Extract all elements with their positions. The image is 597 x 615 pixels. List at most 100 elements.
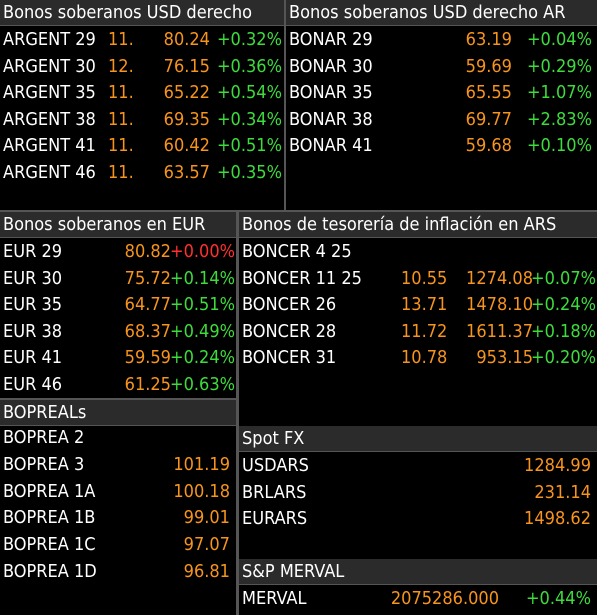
cell-name: EUR 29 [3,241,63,262]
list-item[interactable]: BOPREA 1D 96.81 [0,559,236,585]
cell-price: 69.35 [163,108,210,130]
list-item[interactable]: ARGENT 41 11. 60.42 +0.51% [0,133,284,159]
list-item[interactable]: EUR 46 61.25 +0.63% [0,372,236,398]
list-item[interactable]: BONCER 26 13.71 1478.10 +0.24% [239,292,597,318]
list-item[interactable]: EURARS 1498.62 [239,506,597,532]
list-item[interactable]: USDARS 1284.99 [239,453,597,479]
cell-price: 99.01 [183,507,230,529]
cell-chg: +0.20% [531,347,597,368]
panel-title: Bonos soberanos en EUR [0,212,236,238]
cell-yield: 10.78 [401,347,448,368]
cell-chg: +0.63% [170,373,236,395]
cell-price: 80.82 [124,241,171,262]
list-item[interactable]: MERVAL 2075286.000 +0.44% [239,586,597,612]
cell-name: BONCER 4 25 [242,241,352,262]
cell-name: EUR 38 [3,320,63,342]
divider [236,212,239,615]
cell-chg: +0.35% [216,161,282,183]
cell-chg: +0.51% [216,135,282,156]
cell-name: BONCER 26 [242,294,337,315]
cell-name: ARGENT 35 [3,82,96,103]
cell-chg: +0.14% [170,267,236,289]
list-item[interactable]: BONAR 38 69.77 +2.83% [286,107,597,133]
cell-name: ARGENT 41 [3,135,96,156]
cell-price: 1478.10 [466,294,533,315]
cell-price: 80.24 [163,29,210,50]
list-item[interactable]: BOPREA 1A 100.18 [0,479,236,505]
cell-price: 1611.37 [466,320,533,342]
list-item[interactable]: BOPREA 3 101.19 [0,452,236,478]
cell-mid: 12. [108,55,134,77]
cell-chg: +0.07% [531,267,597,289]
cell-chg: +0.51% [170,294,236,315]
cell-price: 64.77 [124,294,171,315]
list-item[interactable]: EUR 38 68.37 +0.49% [0,319,236,345]
cell-name: EURARS [242,508,308,529]
cell-price: 63.57 [163,161,210,183]
list-item[interactable]: BONCER 4 25 [239,239,597,265]
list-item[interactable]: BONCER 11 25 10.55 1274.08 +0.07% [239,266,597,292]
panel-title: Spot FX [239,426,597,452]
list-item[interactable]: BRLARS 231.14 [239,480,597,506]
list-item[interactable]: BONAR 35 65.55 +1.07% [286,80,597,106]
list-item[interactable]: ARGENT 46 11. 63.57 +0.35% [0,160,284,186]
cell-name: BONAR 30 [289,55,373,77]
cell-mid: 11. [108,161,134,183]
cell-name: BONCER 28 [242,320,337,342]
cell-name: MERVAL [242,588,307,609]
list-item[interactable]: EUR 35 64.77 +0.51% [0,292,236,318]
list-item[interactable]: ARGENT 29 11. 80.24 +0.32% [0,27,284,53]
list-item[interactable]: BONAR 29 63.19 +0.04% [286,27,597,53]
cell-chg: +0.18% [531,320,597,342]
list-item[interactable]: BOPREA 2 [0,425,236,451]
cell-price: 2075286.000 [390,588,499,609]
list-item[interactable]: BOPREA 1B 99.01 [0,505,236,531]
cell-chg: +0.00% [170,241,236,262]
cell-price: 97.07 [183,534,230,556]
cell-yield: 11.72 [401,320,448,342]
cell-price: 69.77 [465,108,512,130]
cell-price: 59.59 [124,347,171,368]
cell-chg: +0.24% [170,347,236,368]
list-item[interactable]: EUR 30 75.72 +0.14% [0,266,236,292]
cell-price: 1498.62 [524,508,591,529]
divider [0,398,236,400]
cell-mid: 11. [108,135,134,156]
cell-price: 68.37 [124,320,171,342]
cell-price: 953.15 [476,347,533,368]
cell-chg: +0.49% [170,320,236,342]
cell-name: EUR 35 [3,294,63,315]
list-item[interactable]: BONCER 28 11.72 1611.37 +0.18% [239,319,597,345]
list-item[interactable]: ARGENT 38 11. 69.35 +0.34% [0,107,284,133]
cell-chg: +0.29% [526,55,592,77]
panel-merval: S&P MERVAL MERVAL 2075286.000 +0.44% [239,559,597,615]
panel-title: Bonos de tesorería de inflación en ARS [239,212,597,238]
cell-name: USDARS [242,455,309,476]
cell-name: BOPREA 2 [3,427,85,448]
cell-name: BOPREA 1C [3,534,96,556]
cell-price: 75.72 [124,267,171,289]
list-item[interactable]: BONCER 31 10.78 953.15 +0.20% [239,345,597,371]
cell-chg: +1.07% [526,82,592,103]
list-item[interactable]: ARGENT 30 12. 76.15 +0.36% [0,54,284,80]
cell-yield: 13.71 [401,294,448,315]
cell-chg: +0.36% [216,55,282,77]
list-item[interactable]: ARGENT 35 11. 65.22 +0.54% [0,80,284,106]
cell-name: BOPREA 1B [3,507,96,529]
list-item[interactable]: EUR 41 59.59 +0.24% [0,345,236,371]
panel-title: BOPREALs [0,400,236,426]
list-item[interactable]: BONAR 30 59.69 +0.29% [286,54,597,80]
list-item[interactable]: BONAR 41 59.68 +0.10% [286,133,597,159]
list-item[interactable]: EUR 29 80.82 +0.00% [0,239,236,265]
cell-name: BRLARS [242,481,307,503]
cell-chg: +0.10% [526,135,592,156]
cell-name: BOPREA 3 [3,453,85,475]
cell-price: 96.81 [183,561,230,582]
cell-chg: +0.24% [531,294,597,315]
cell-price: 231.14 [534,481,591,503]
panel-usd-derecho-ar: Bonos soberanos USD derecho AR BONAR 29 6… [286,0,597,210]
list-item[interactable]: BOPREA 1C 97.07 [0,532,236,558]
cell-name: BOPREA 1D [3,561,97,582]
cell-mid: 11. [108,29,134,50]
panel-title: Bonos soberanos USD derecho [0,0,284,26]
